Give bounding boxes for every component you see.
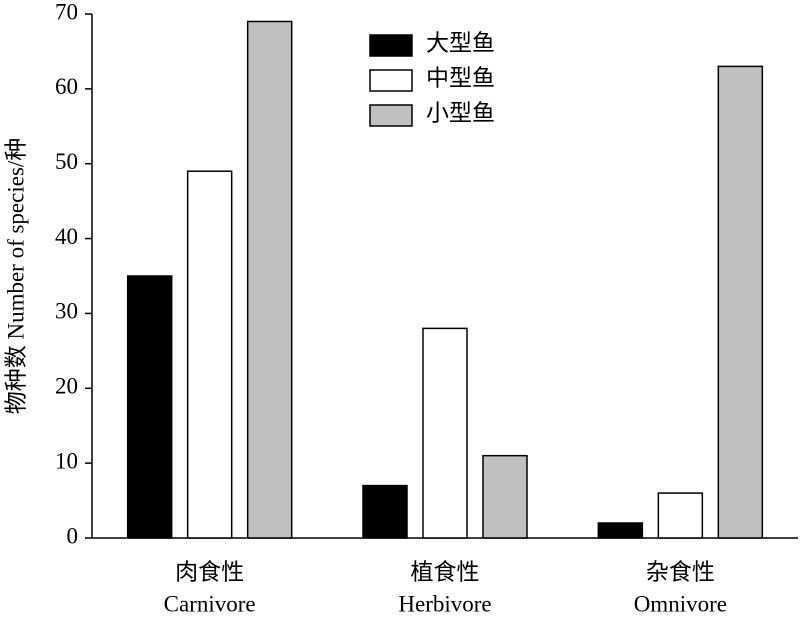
- legend-swatch: [369, 34, 413, 57]
- bar: [362, 484, 408, 539]
- y-tick-label: 70: [55, 0, 78, 24]
- x-tick-label: 杂食性: [646, 559, 715, 584]
- bar: [482, 454, 528, 539]
- legend-swatch: [369, 104, 413, 127]
- x-tick-sublabel: Carnivore: [164, 591, 256, 616]
- bar: [657, 492, 704, 539]
- bar: [597, 522, 644, 539]
- bar: [717, 65, 764, 539]
- legend-label: 大型鱼: [426, 30, 495, 55]
- y-tick-label: 0: [67, 523, 79, 548]
- legend-swatch: [369, 69, 413, 92]
- y-tick-label: 50: [55, 149, 78, 174]
- x-tick-label: 植食性: [411, 559, 480, 584]
- legend-label: 中型鱼: [426, 65, 495, 90]
- y-tick-label: 30: [55, 299, 78, 324]
- bar: [246, 20, 293, 539]
- bar: [422, 327, 468, 539]
- bar: [186, 170, 233, 539]
- x-tick-sublabel: Omnivore: [634, 591, 727, 616]
- x-tick-label: 肉食性: [175, 559, 244, 584]
- x-tick-sublabel: Herbivore: [398, 591, 491, 616]
- y-axis-label: 物种数 Number of species/种: [3, 138, 28, 415]
- y-tick-label: 60: [55, 74, 78, 99]
- y-tick-label: 20: [55, 374, 78, 399]
- legend-label: 小型鱼: [426, 100, 495, 125]
- bar: [126, 275, 173, 539]
- y-tick-label: 10: [55, 448, 78, 473]
- y-tick-label: 40: [55, 224, 78, 249]
